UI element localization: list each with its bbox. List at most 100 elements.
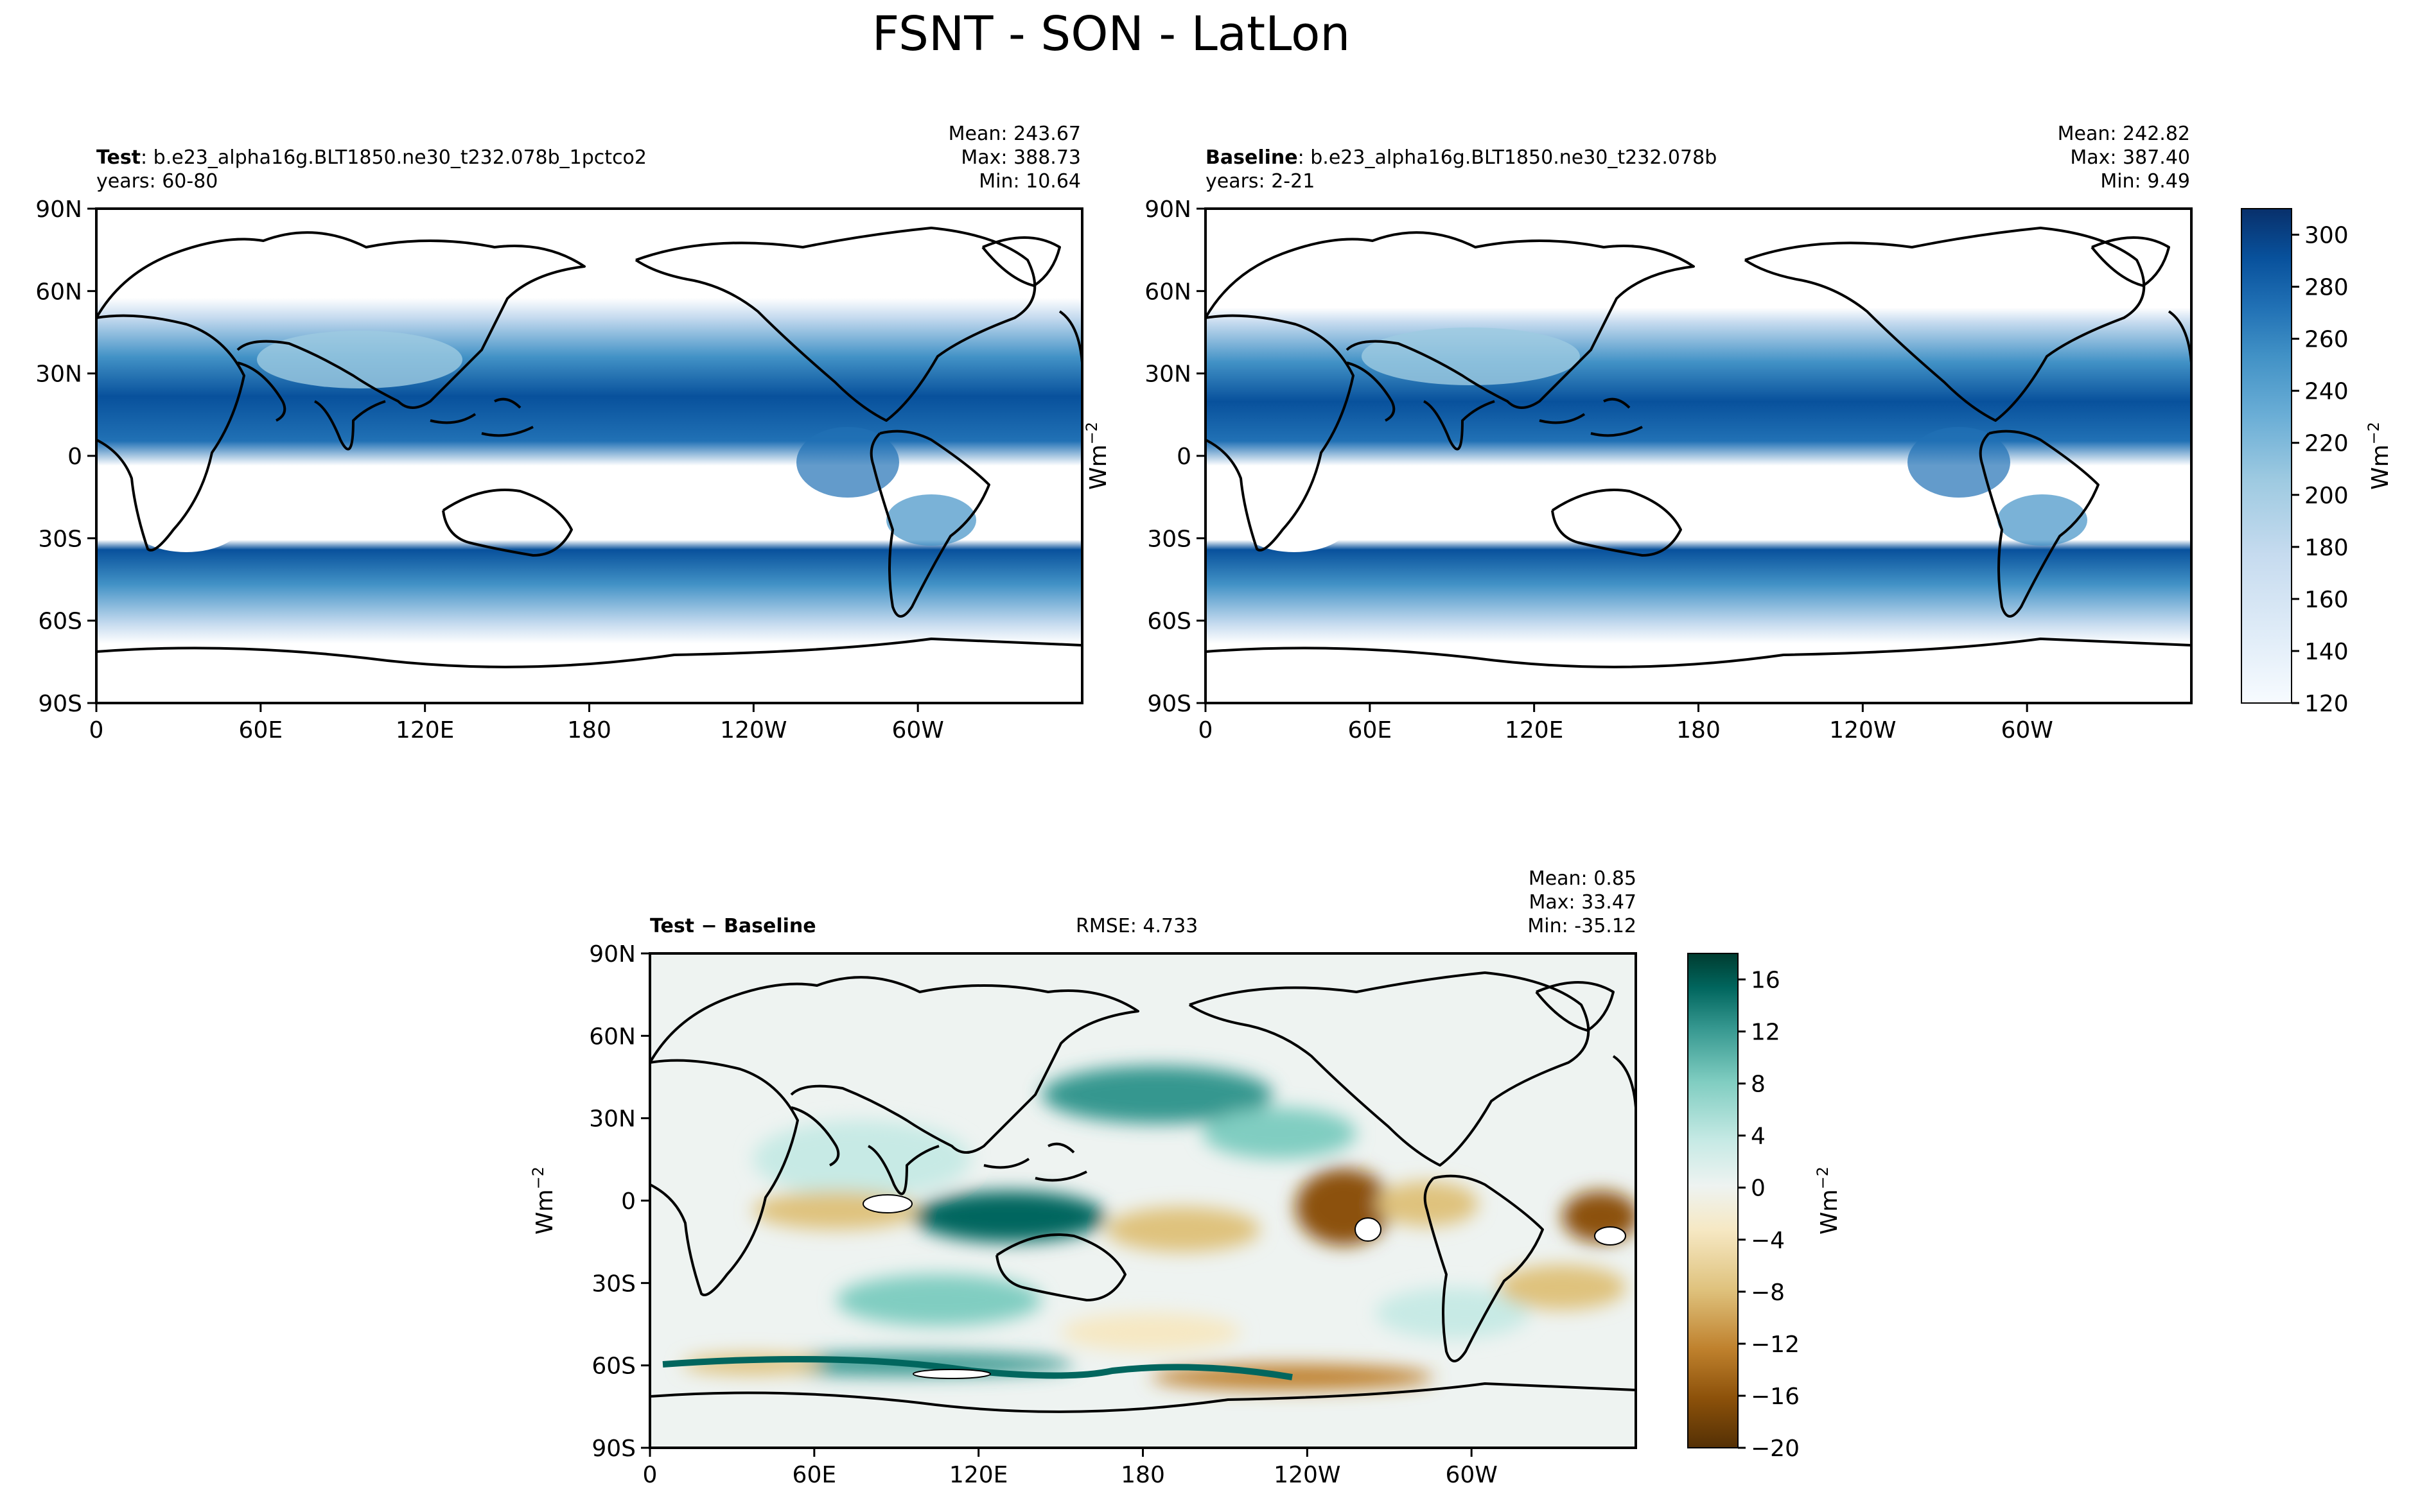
y-tick-label: 30N bbox=[1144, 361, 1191, 388]
y-tick-label: 60S bbox=[38, 609, 82, 635]
colorbar-blues-label: Wm−2 bbox=[2365, 422, 2394, 490]
y-tick-label: 90S bbox=[1147, 691, 1191, 717]
panel-baseline-title: Baseline: b.e23_alpha16g.BLT1850.ne30_t2… bbox=[1206, 146, 1717, 169]
x-tick-label: 60E bbox=[239, 717, 283, 743]
colorbar-diverging-ticks: 16 12 8 4 0 −4 −8 −12 −16 −20 bbox=[1738, 968, 1800, 1462]
panel-diff-stat-min: Min: -35.12 bbox=[1527, 915, 1636, 937]
x-tick-label: 120W bbox=[1829, 717, 1896, 743]
panel-test-title-rest: : b.e23_alpha16g.BLT1850.ne30_t232.078b_… bbox=[141, 146, 647, 169]
panel-diff-southern-band bbox=[662, 1356, 1293, 1380]
colorbar-diverging bbox=[1687, 953, 1739, 1448]
colorbar-tick-label: 0 bbox=[1751, 1176, 1766, 1202]
panel-diff-ylabel: Wm−2 bbox=[529, 1167, 558, 1235]
y-tick-label: 30N bbox=[589, 1106, 636, 1133]
x-tick-label: 60E bbox=[793, 1462, 837, 1488]
panel-test-title: Test: b.e23_alpha16g.BLT1850.ne30_t232.0… bbox=[96, 146, 647, 169]
panel-test-yticks: 90N 60N 30N 0 30S 60S 90S bbox=[35, 196, 96, 717]
x-tick-label: 120W bbox=[1274, 1462, 1340, 1488]
y-tick-label: 60N bbox=[1144, 279, 1191, 305]
panel-baseline-subtitle: years: 2-21 bbox=[1206, 170, 1315, 193]
colorbar-tick-label: −8 bbox=[1751, 1280, 1785, 1306]
colorbar-tick-label: 120 bbox=[2304, 691, 2349, 717]
y-tick-label: 0 bbox=[67, 444, 82, 470]
x-tick-label: 120E bbox=[396, 717, 454, 743]
x-tick-label: 120E bbox=[1505, 717, 1563, 743]
x-tick-label: 60W bbox=[1445, 1462, 1497, 1488]
x-tick-label: 0 bbox=[89, 717, 104, 743]
panel-diff-missing-region bbox=[1594, 1226, 1626, 1246]
y-tick-label: 60N bbox=[589, 1023, 636, 1050]
x-tick-label: 180 bbox=[1676, 717, 1721, 743]
y-tick-label: 90N bbox=[1144, 196, 1191, 223]
panel-test-background bbox=[96, 209, 1082, 703]
panel-baseline: Mean: 242.82 Max: 387.40 Min: 9.49 Basel… bbox=[1083, 123, 2394, 743]
panel-baseline-stat-mean: Mean: 242.82 bbox=[2058, 123, 2190, 145]
y-tick-label: 60S bbox=[1147, 609, 1191, 635]
panel-diff-rmse: RMSE: 4.733 bbox=[1076, 915, 1198, 937]
panel-baseline-stat-max: Max: 387.40 bbox=[2070, 146, 2190, 169]
y-tick-label: 0 bbox=[621, 1188, 636, 1215]
colorbar-tick-label: 240 bbox=[2304, 379, 2349, 405]
panel-test-stat-min: Min: 10.64 bbox=[979, 170, 1081, 193]
panel-baseline-background bbox=[1206, 209, 2191, 703]
panel-diff-yticks: 90N 60N 30N 0 30S 60S 90S bbox=[589, 941, 650, 1462]
y-tick-label: 90S bbox=[38, 691, 82, 717]
panel-diff-missing-region bbox=[863, 1194, 913, 1213]
y-tick-label: 90N bbox=[589, 941, 636, 968]
panel-baseline-pattern bbox=[1236, 327, 2087, 552]
panel-baseline-title-rest: : b.e23_alpha16g.BLT1850.ne30_t232.078b bbox=[1298, 146, 1717, 169]
figure-title: FSNT - SON - LatLon bbox=[872, 6, 1351, 62]
colorbar-tick-label: 16 bbox=[1751, 968, 1780, 994]
y-tick-label: 90S bbox=[592, 1436, 636, 1462]
y-tick-label: 90N bbox=[35, 196, 82, 223]
panel-diff-missing-region bbox=[1355, 1217, 1381, 1242]
colorbar-tick-label: 200 bbox=[2304, 483, 2349, 509]
panel-baseline-title-bold: Baseline bbox=[1206, 146, 1298, 169]
colorbar-tick-label: −16 bbox=[1751, 1384, 1800, 1410]
x-tick-label: 180 bbox=[1121, 1462, 1165, 1488]
colorbar-tick-label: 160 bbox=[2304, 587, 2349, 613]
panel-test-stat-mean: Mean: 243.67 bbox=[949, 123, 1081, 145]
colorbar-tick-label: 140 bbox=[2304, 639, 2349, 665]
colorbar-diverging-label: Wm−2 bbox=[1814, 1167, 1843, 1235]
y-tick-label: 30S bbox=[38, 526, 82, 552]
panel-baseline-yticks: 90N 60N 30N 0 30S 60S 90S bbox=[1144, 196, 1206, 717]
x-tick-label: 60E bbox=[1348, 717, 1392, 743]
colorbar-tick-label: 260 bbox=[2304, 327, 2349, 353]
panel-diff-stat-max: Max: 33.47 bbox=[1529, 891, 1636, 914]
x-tick-label: 180 bbox=[567, 717, 611, 743]
colorbar-tick-label: 8 bbox=[1751, 1072, 1766, 1098]
x-tick-label: 120E bbox=[949, 1462, 1008, 1488]
panel-diff-plot bbox=[650, 953, 1636, 1448]
colorbar-tick-label: −20 bbox=[1751, 1436, 1800, 1462]
panel-diff-xticks: 0 60E 120E 180 120W 60W bbox=[643, 1448, 1498, 1488]
colorbar-tick-label: 280 bbox=[2304, 275, 2349, 301]
colorbar-blues-ticks: 300 280 260 240 220 200 180 160 140 120 bbox=[2292, 223, 2349, 717]
colorbar-tick-label: 180 bbox=[2304, 535, 2349, 561]
colorbar-tick-label: −4 bbox=[1751, 1228, 1785, 1254]
y-tick-label: 60S bbox=[592, 1353, 636, 1380]
panel-test-subtitle: years: 60-80 bbox=[96, 170, 218, 193]
y-tick-label: 30N bbox=[35, 361, 82, 388]
panel-test: Mean: 243.67 Max: 388.73 Min: 10.64 Test… bbox=[35, 123, 1083, 743]
colorbar-tick-label: 12 bbox=[1751, 1020, 1780, 1046]
colorbar-tick-label: −12 bbox=[1751, 1332, 1800, 1358]
colorbar-tick-label: 300 bbox=[2304, 223, 2349, 249]
panel-test-stat-max: Max: 388.73 bbox=[961, 146, 1081, 169]
panel-diff-missing-region bbox=[913, 1369, 991, 1379]
x-tick-label: 120W bbox=[720, 717, 787, 743]
panel-baseline-ylabel: Wm−2 bbox=[1083, 422, 1112, 490]
x-tick-label: 0 bbox=[643, 1462, 658, 1488]
x-tick-label: 60W bbox=[2001, 717, 2053, 743]
y-tick-label: 30S bbox=[1147, 526, 1191, 552]
panel-diff: Mean: 0.85 Max: 33.47 Min: -35.12 Test −… bbox=[529, 867, 1843, 1488]
colorbar-tick-label: 4 bbox=[1751, 1124, 1766, 1150]
y-tick-label: 30S bbox=[592, 1271, 636, 1297]
panel-test-xticks: 0 60E 120E 180 120W 60W bbox=[89, 703, 944, 743]
panel-test-title-bold: Test bbox=[96, 146, 141, 169]
panel-diff-title: Test − Baseline bbox=[650, 915, 816, 937]
x-tick-label: 0 bbox=[1198, 717, 1213, 743]
colorbar-tick-label: 220 bbox=[2304, 431, 2349, 457]
y-tick-label: 60N bbox=[35, 279, 82, 305]
